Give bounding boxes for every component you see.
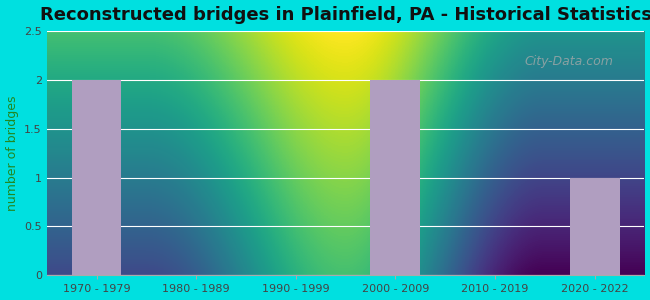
Bar xyxy=(570,178,619,275)
Bar xyxy=(370,80,421,275)
Text: City-Data.com: City-Data.com xyxy=(525,55,614,68)
Bar xyxy=(72,80,122,275)
Y-axis label: number of bridges: number of bridges xyxy=(6,95,19,211)
Title: Reconstructed bridges in Plainfield, PA - Historical Statistics: Reconstructed bridges in Plainfield, PA … xyxy=(40,6,650,24)
